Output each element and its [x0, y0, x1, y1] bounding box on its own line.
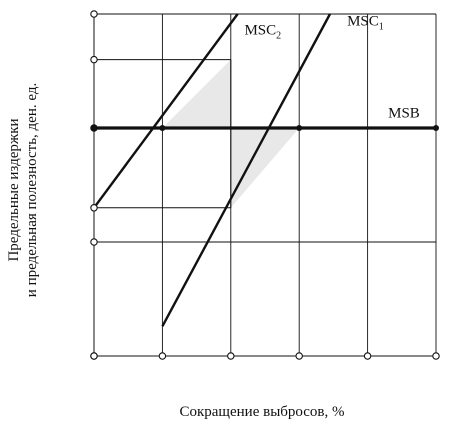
- origin-marker: [90, 352, 98, 360]
- guide-lines: [94, 59, 232, 209]
- grid-lines: [93, 13, 437, 357]
- intersection-dot-msc1: [296, 125, 303, 131]
- y-axis-title-line2: и предельная полезность, ден. ед.: [24, 83, 40, 297]
- series-lines: [93, 13, 436, 327]
- y-axis-dot-100: [91, 125, 97, 131]
- series-label-subscript: 2: [276, 31, 281, 42]
- shaded-region-0: [162, 59, 231, 128]
- series-label-msc2: MSC2: [244, 23, 281, 42]
- series-label-msb: MSB: [388, 106, 420, 122]
- x-axis-marker-40: [227, 352, 235, 360]
- x-axis-title: Сокращение выбросов, %: [179, 404, 344, 420]
- series-label-msc1: MSC1: [347, 13, 384, 32]
- y-axis-marker-50: [90, 238, 98, 246]
- y-axis-marker-65: [90, 204, 98, 212]
- x-axis-marker-20: [158, 352, 167, 360]
- series-label-name: MSC: [244, 23, 276, 39]
- series-label-name: MSC: [347, 13, 379, 29]
- y-axis-marker-130: [90, 55, 98, 64]
- intersection-dot-msc2: [159, 125, 166, 131]
- shaded-region-1: [230, 128, 300, 208]
- x-axis-marker-80: [363, 352, 372, 360]
- shaded-areas: [162, 59, 300, 208]
- series-line-msc1: [161, 13, 332, 327]
- series-label-subscript: 1: [379, 21, 384, 32]
- axis-markers: [90, 10, 440, 360]
- series-line-msc2: [93, 13, 239, 209]
- y-axis-marker-150: [90, 10, 98, 18]
- right-edge-dot-100: [433, 125, 439, 131]
- series-label-name: MSB: [388, 106, 420, 122]
- x-axis-marker-60: [295, 352, 303, 360]
- x-axis-marker-100: [432, 352, 440, 360]
- y-axis-title-line1: Предельные издержки: [6, 118, 22, 261]
